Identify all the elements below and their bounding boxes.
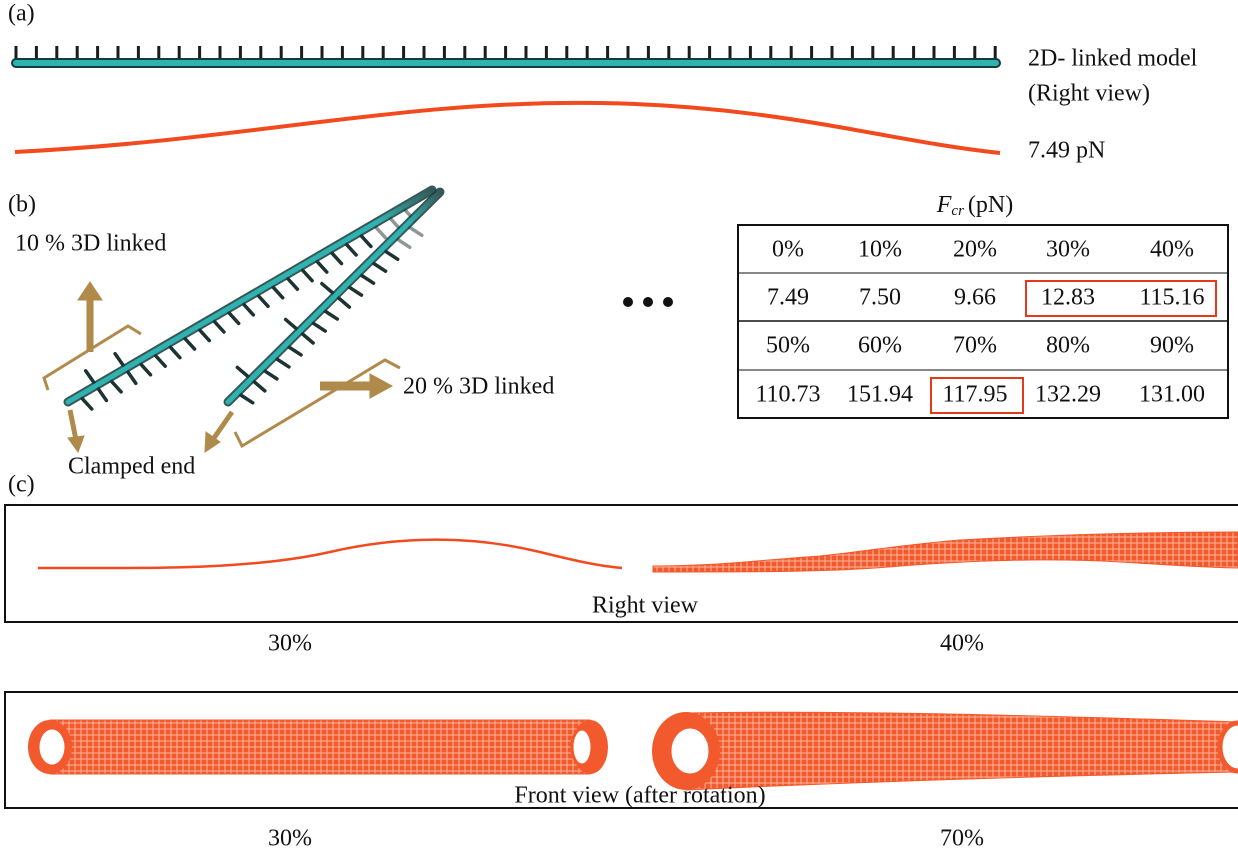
panel-label: (a): [8, 1, 35, 27]
link: [156, 356, 166, 367]
rod: [12, 59, 1000, 67]
caption: 30%: [268, 826, 312, 852]
annotation: 20 % 3D linked: [403, 374, 554, 400]
link: [200, 330, 210, 341]
table-cell: 20%: [953, 237, 997, 263]
link: [374, 263, 386, 271]
panel-label: (c): [8, 472, 35, 498]
symbol: F: [936, 192, 952, 218]
table-cell: 10%: [858, 237, 902, 263]
caption: 30%: [268, 631, 312, 657]
link: [241, 395, 253, 403]
caption: 40%: [940, 631, 984, 657]
link: [361, 236, 371, 247]
diagonal-rods: [68, 190, 440, 409]
rod-links: [16, 46, 995, 60]
panel-label: (b): [8, 192, 36, 218]
view-label: Front view (after rotation): [514, 783, 765, 809]
link: [386, 251, 398, 259]
link: [229, 313, 239, 324]
table-cell: 9.66: [954, 285, 996, 311]
table-cell: 0%: [772, 237, 804, 263]
rod: [68, 190, 432, 402]
table-cell: 50%: [766, 333, 810, 359]
unit: (pN): [968, 192, 1013, 218]
link: [410, 227, 422, 235]
table-cell: 90%: [1150, 333, 1194, 359]
link: [170, 347, 180, 358]
view-label: Right view: [592, 593, 699, 619]
link: [273, 287, 283, 298]
table-cell: 115.16: [1139, 285, 1204, 311]
link: [111, 381, 121, 392]
link: [214, 321, 224, 332]
caption: 70%: [940, 826, 984, 852]
link: [313, 323, 325, 331]
buckled-shape: [38, 540, 622, 568]
table-cell: 12.83: [1041, 285, 1095, 311]
table-cell: 80%: [1046, 333, 1090, 359]
table-cell: 7.50: [859, 285, 901, 311]
link: [185, 339, 195, 350]
view-label: (Right view): [1028, 81, 1150, 107]
link: [289, 347, 301, 355]
table-cell: 7.49: [767, 285, 809, 311]
link: [362, 275, 374, 283]
link: [277, 359, 289, 367]
tube: [652, 712, 1238, 790]
link: [347, 244, 357, 255]
table-cell: 30%: [1046, 237, 1090, 263]
link: [141, 364, 151, 375]
link: [258, 296, 268, 307]
subscript: cr: [951, 203, 964, 219]
link: [349, 287, 361, 295]
link: [376, 227, 386, 238]
link: [398, 239, 410, 247]
link: [82, 398, 92, 409]
link: [265, 371, 277, 379]
link: [332, 253, 342, 264]
force-label: 7.49 pN: [1028, 138, 1105, 164]
table-cell: 131.00: [1139, 382, 1205, 408]
table-cell: 117.95: [942, 382, 1007, 408]
table-cell: 70%: [953, 333, 997, 359]
table-cell: 132.29: [1035, 382, 1101, 408]
figure: (a) 2D- linked model (Right view) 7.49 p…: [0, 0, 1238, 856]
buckled-shape: [653, 532, 1238, 572]
table-cell: 40%: [1150, 237, 1194, 263]
table-cell: 110.73: [755, 382, 820, 408]
table-cell: 60%: [858, 333, 902, 359]
link: [325, 311, 337, 319]
link: [302, 270, 312, 281]
tube: [28, 720, 608, 774]
ellipsis: [623, 297, 673, 307]
table-title: Fcr(pN): [936, 192, 1014, 220]
link: [288, 279, 298, 290]
table: 0% 10% 20% 30% 40% 7.49 7.50 9.66 12.83 115.16 50%…: [755, 237, 1205, 408]
annotation: Clamped end: [68, 454, 195, 480]
model-label: 2D- linked model: [1028, 46, 1198, 72]
buckled-shape: [15, 103, 1000, 153]
annotation: 10 % 3D linked: [15, 231, 166, 257]
table-cell: 151.94: [847, 382, 913, 408]
link: [317, 262, 327, 273]
link: [244, 304, 254, 315]
